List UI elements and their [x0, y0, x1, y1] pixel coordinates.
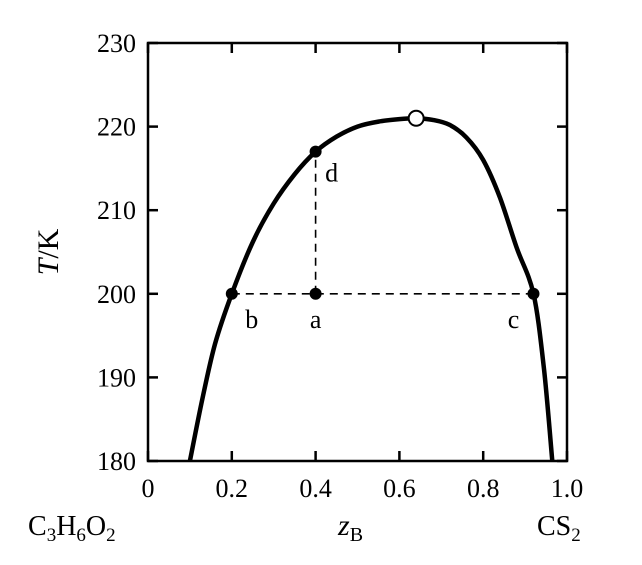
x-tick-label: 1.0 — [551, 474, 584, 503]
state-points: a b c d — [225, 109, 540, 334]
y-tick-label: 220 — [97, 113, 136, 142]
x-tick-label: 0.4 — [299, 474, 332, 503]
point-label-c: c — [508, 305, 520, 334]
component-right-label: CS2 — [537, 511, 581, 546]
point-a — [309, 287, 322, 300]
x-tick-label: 0.8 — [467, 474, 500, 503]
tie-lines — [231, 151, 534, 295]
point-d — [309, 145, 322, 158]
y-tick-labels: 180 190 200 210 220 230 — [97, 29, 136, 476]
y-tick-label: 190 — [97, 363, 136, 392]
component-left-label: C3H6O2 — [28, 511, 116, 546]
x-ticks — [146, 43, 569, 461]
y-ticks — [148, 41, 567, 463]
point-label-a: a — [310, 305, 322, 334]
y-tick-label: 230 — [97, 29, 136, 58]
x-tick-label: 0 — [142, 474, 155, 503]
point-c — [527, 287, 540, 300]
y-tick-label: 210 — [97, 196, 136, 225]
x-tick-label: 0.6 — [383, 474, 416, 503]
coexistence-curve — [187, 115, 555, 462]
point-label-d: d — [325, 159, 338, 188]
y-axis-title: T/K — [32, 228, 65, 275]
y-tick-label: 200 — [97, 280, 136, 309]
point-label-b: b — [245, 305, 258, 334]
x-tick-labels: 0 0.2 0.4 0.6 0.8 1.0 — [142, 474, 584, 503]
point-b — [225, 287, 238, 300]
critical-point — [407, 109, 425, 127]
x-tick-label: 0.2 — [216, 474, 249, 503]
x-axis-title: zB — [337, 509, 363, 546]
y-tick-label: 180 — [97, 447, 136, 476]
plot-frame — [146, 41, 569, 463]
